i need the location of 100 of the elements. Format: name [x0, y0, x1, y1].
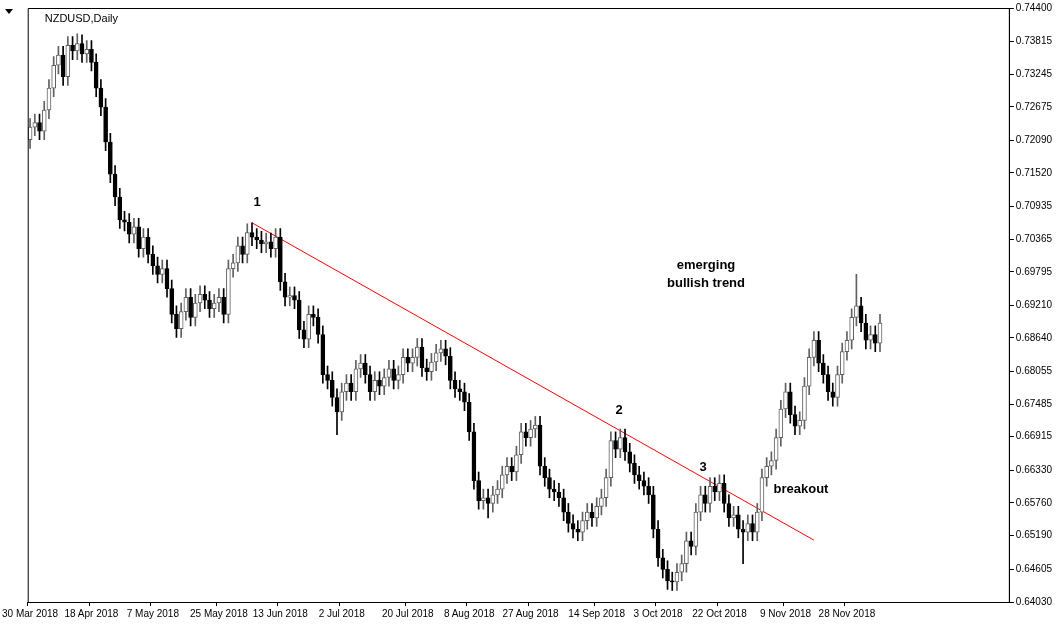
x-tick-label: 20 Jul 2018 [381, 607, 435, 619]
candlestick [854, 274, 859, 327]
candlestick [325, 365, 330, 390]
candlestick [188, 288, 193, 327]
x-tick-label: 22 Oct 2018 [692, 607, 748, 619]
x-tick-label: 13 Jun 2018 [252, 607, 309, 619]
candlestick [443, 339, 448, 366]
candlestick [391, 359, 396, 390]
y-tick-label: 0.72090 [1015, 134, 1053, 146]
candlestick [797, 411, 803, 436]
candlestick [802, 377, 807, 430]
candlestick [122, 211, 127, 232]
candlestick [141, 228, 146, 258]
candlestick [37, 113, 42, 141]
candlestick [646, 477, 651, 504]
y-tick-label: 0.74400 [1015, 1, 1053, 13]
candlestick [429, 353, 434, 381]
candlestick [447, 347, 453, 390]
x-tick-label: 30 Mar 2018 [2, 607, 59, 619]
candlestick [226, 259, 231, 324]
candlestick [495, 480, 500, 504]
candlestick [424, 358, 430, 381]
candlestick [103, 98, 108, 151]
candlestick [712, 477, 718, 501]
y-tick-label: 0.69795 [1015, 265, 1053, 277]
candlestick [580, 511, 585, 542]
candlestick [89, 40, 94, 72]
candlestick [211, 294, 217, 318]
candlestick [528, 420, 533, 447]
candlestick [136, 217, 142, 258]
candlestick [51, 56, 57, 98]
x-tick-label: 28 Nov 2018 [818, 607, 876, 619]
x-tick-label: 7 May 2018 [126, 607, 180, 619]
annotation: 3 [699, 458, 707, 474]
candlestick [561, 488, 566, 521]
candlestick [717, 474, 722, 501]
x-tick-label: 18 Apr 2018 [64, 607, 119, 619]
candlestick [547, 468, 552, 499]
candlestick [362, 354, 368, 384]
candlestick [816, 331, 821, 373]
candlestick [193, 294, 198, 327]
y-tick-label: 0.70935 [1015, 200, 1053, 212]
y-tick-label: 0.65190 [1015, 529, 1053, 541]
y-tick-label: 0.73245 [1015, 67, 1053, 79]
candlestick [509, 457, 515, 481]
candlestick [764, 457, 770, 487]
candlestick [410, 348, 415, 373]
candlestick [84, 40, 90, 63]
candlestick [207, 291, 212, 318]
candlestick [665, 560, 670, 590]
candlestick [868, 325, 873, 350]
x-tick-label: 8 Aug 2018 [443, 607, 495, 619]
candlestick [566, 503, 571, 533]
y-tick-label: 0.69210 [1015, 299, 1053, 311]
x-tick-label: 3 Oct 2018 [633, 607, 683, 619]
candlestick [462, 382, 467, 412]
annotation: 1 [253, 193, 261, 209]
candlestick [396, 365, 401, 390]
y-tick-label: 0.68055 [1015, 365, 1053, 377]
candlestick [514, 445, 519, 481]
y-tick-label: 0.73815 [1015, 35, 1053, 47]
y-tick-label: 0.66330 [1015, 464, 1053, 475]
y-tick-label: 0.70365 [1015, 232, 1053, 244]
candlestick [273, 228, 278, 258]
candlestick [769, 451, 774, 476]
x-tick-label: 2 Jul 2018 [318, 607, 366, 619]
candlestick [599, 488, 604, 516]
candlestick [481, 488, 486, 510]
candlestick [70, 36, 75, 60]
candlestick [594, 497, 600, 527]
candlestick [669, 571, 675, 591]
y-tick-label: 0.72675 [1015, 100, 1053, 112]
candlestick [736, 506, 741, 539]
candlestick [278, 228, 283, 291]
candlestick [684, 531, 689, 573]
y-tick-label: 0.66915 [1015, 430, 1053, 442]
candlestick [679, 554, 685, 582]
candlestick [632, 454, 637, 484]
candlestick [344, 374, 349, 401]
candlestick [311, 305, 316, 327]
candlestick [377, 371, 382, 395]
candlestick [750, 514, 755, 542]
y-tick-label: 0.64030 [1015, 595, 1053, 607]
candlestick [821, 354, 826, 384]
x-tick-label: 9 Nov 2018 [759, 607, 812, 619]
candlestick [202, 285, 208, 310]
candlestick [783, 382, 788, 418]
candlestick [849, 308, 854, 350]
candlestick [287, 286, 293, 307]
candlestick [32, 113, 38, 137]
y-tick-label: 0.65760 [1015, 496, 1053, 508]
candlestick [306, 305, 311, 348]
candlestick [651, 485, 656, 539]
candlestick [835, 365, 840, 407]
y-tick-label: 0.64605 [1015, 562, 1053, 574]
candlestick [240, 236, 245, 264]
y-tick-label: 0.68640 [1015, 331, 1053, 343]
y-tick-label: 0.67485 [1015, 397, 1053, 409]
candlestick [405, 348, 411, 373]
annotation: breakout [773, 480, 830, 496]
